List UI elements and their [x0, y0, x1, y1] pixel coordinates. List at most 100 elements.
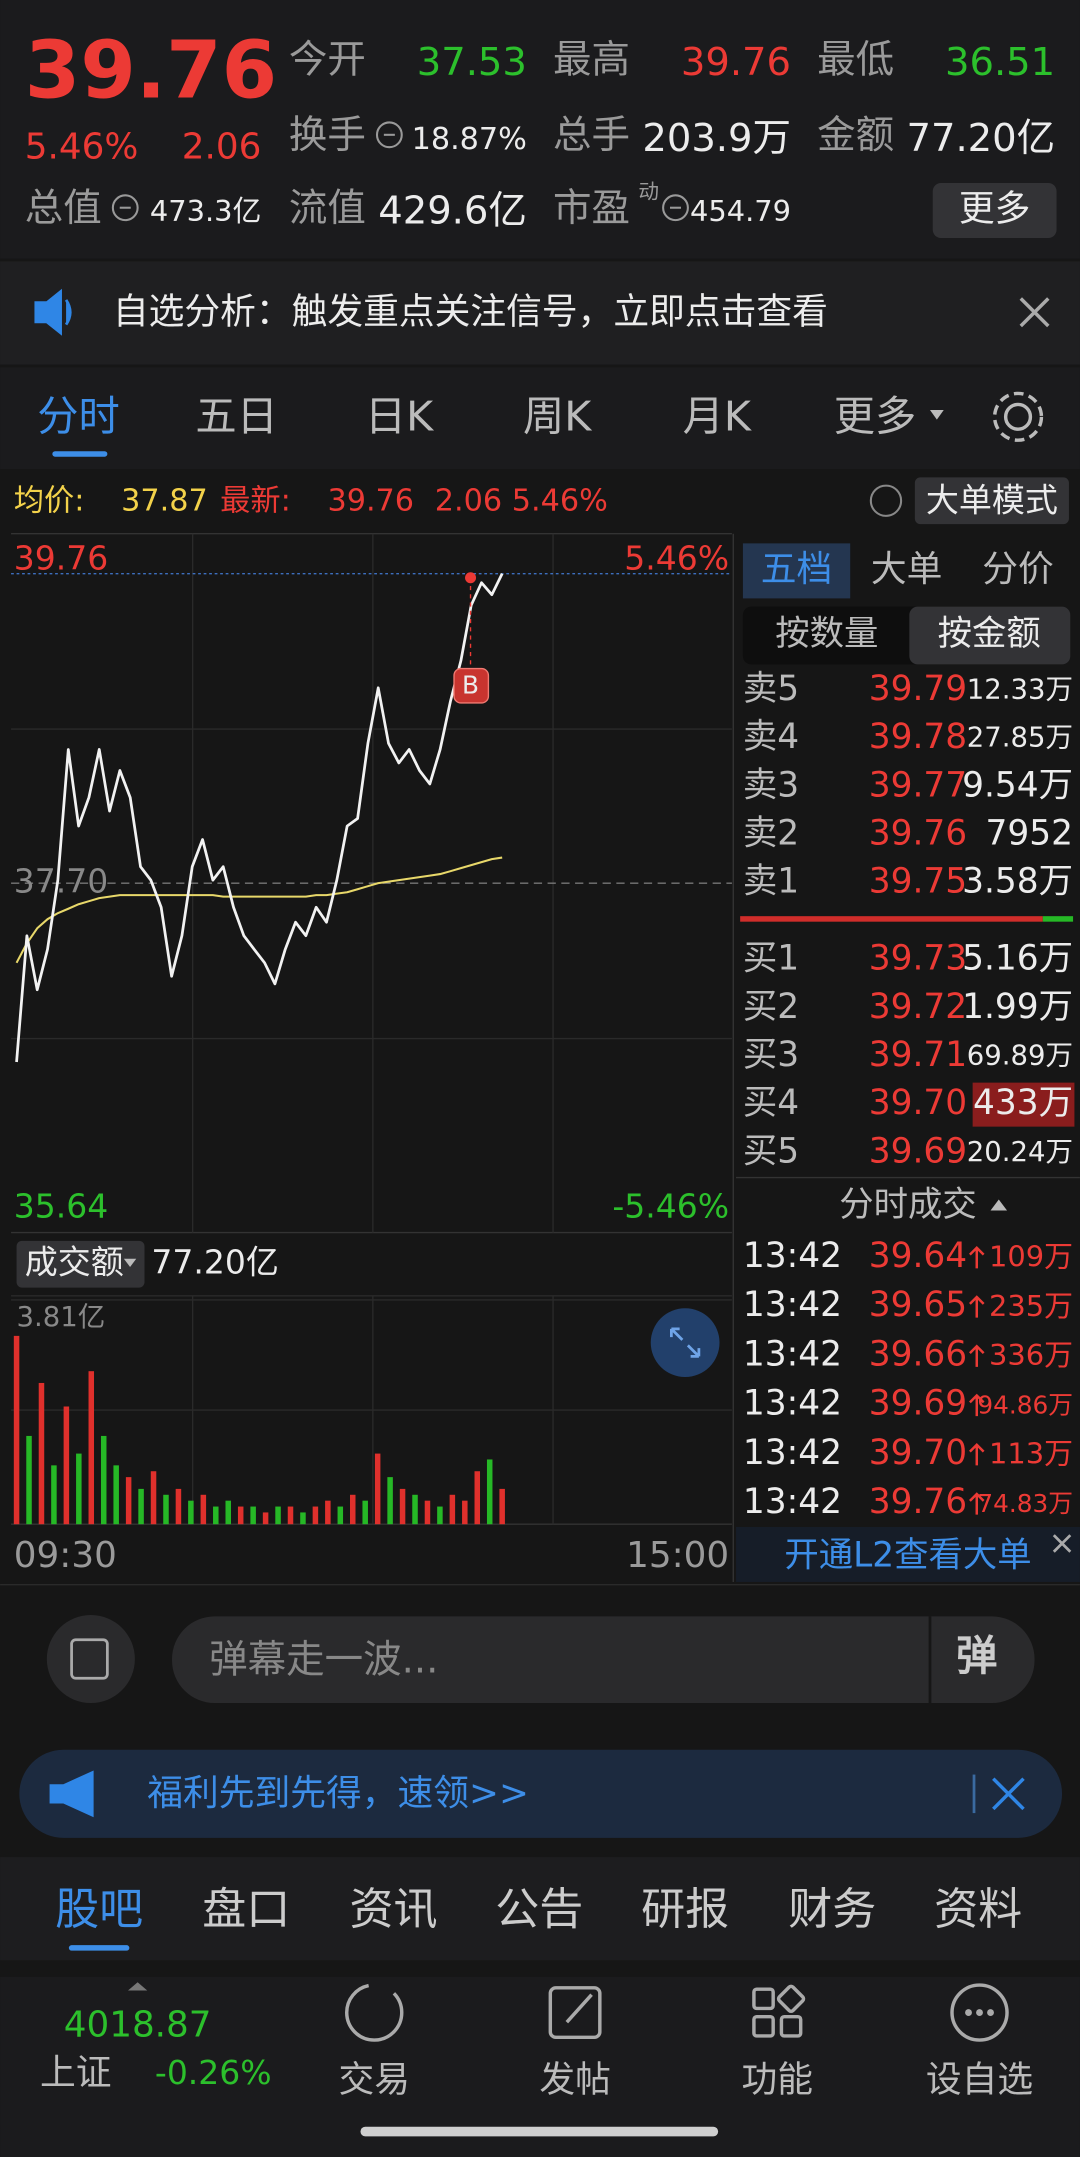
section-tab[interactable]: 股吧	[55, 1884, 143, 1935]
volume-bar	[486, 1459, 493, 1525]
volume-bar	[325, 1500, 331, 1525]
mode-option[interactable]: 按金额	[938, 614, 1041, 654]
book-amount: 1.99万	[962, 987, 1073, 1027]
trade-price: 39.76	[869, 1482, 967, 1522]
trade-price: 39.64	[869, 1236, 967, 1276]
nav-item[interactable]: 交易	[338, 2059, 410, 2100]
settings-icon[interactable]	[992, 391, 1044, 442]
promo-bg[interactable]	[19, 1749, 1063, 1838]
trade-amount: 94.86万	[977, 1390, 1073, 1419]
mode-option[interactable]: 按数量	[775, 614, 878, 654]
section-tab[interactable]: 研报	[641, 1884, 729, 1935]
book-price: 39.77	[869, 765, 967, 805]
dropdown-arrow	[123, 1258, 137, 1267]
stat-label: 总值	[25, 186, 102, 231]
x-tick-label: 09:30	[14, 1535, 117, 1576]
stat-label: 市盈	[553, 186, 630, 231]
tab-indicator	[52, 451, 108, 457]
l2-bar[interactable]	[736, 1526, 1080, 1582]
volume-bar	[399, 1488, 406, 1525]
info-icon	[662, 194, 689, 222]
tab[interactable]: 周K	[523, 393, 592, 441]
volume-bar	[38, 1382, 45, 1525]
mode-button-label: 大单模式	[926, 481, 1058, 520]
section-tab[interactable]: 资讯	[349, 1884, 437, 1935]
volume-bar	[300, 1512, 306, 1525]
volume-bar	[287, 1506, 294, 1525]
nav-item[interactable]: 设自选	[926, 2059, 1033, 2100]
volume-bar	[26, 1435, 32, 1525]
sort-arrow	[990, 1199, 1008, 1211]
section-tab[interactable]: 财务	[788, 1884, 876, 1935]
volume-bar	[275, 1506, 281, 1525]
up-arrow	[969, 1393, 985, 1417]
volume-bar	[387, 1477, 393, 1525]
book-price: 39.76	[869, 814, 967, 854]
book-label: 买4	[743, 1083, 799, 1123]
stat-label: 最低	[817, 37, 894, 82]
book-tab[interactable]: 五档	[761, 549, 833, 590]
promo-text[interactable]: 福利先到先得，速领>>	[147, 1773, 529, 1814]
quote-panel	[0, 0, 1080, 259]
help-icon[interactable]	[869, 484, 903, 517]
mode-toggle-active	[909, 606, 1071, 665]
nav-item[interactable]: 功能	[742, 2059, 814, 2100]
trade-price: 39.69	[869, 1384, 967, 1424]
more-button-label: 更多	[959, 188, 1030, 229]
danmaku-button[interactable]: 弹	[956, 1632, 997, 1680]
close-l2[interactable]	[1052, 1534, 1072, 1553]
section-tab[interactable]: 资料	[934, 1884, 1022, 1935]
l2-link[interactable]: 开通L2查看大单	[784, 1536, 1031, 1576]
volume-bar	[138, 1488, 144, 1525]
change-pct: 5.46%	[25, 127, 139, 168]
mode-button[interactable]	[914, 477, 1069, 525]
tab[interactable]: 分时	[37, 393, 120, 441]
comment-input[interactable]	[172, 1616, 1035, 1704]
trade-price: 39.70	[869, 1433, 967, 1473]
nav-item[interactable]: 发帖	[539, 2059, 611, 2100]
stat-value: 77.20亿	[906, 116, 1055, 161]
volume-bar	[337, 1506, 344, 1525]
stat-value: 203.9万	[642, 116, 791, 161]
book-amount: 3.58万	[962, 862, 1073, 902]
volume-bar	[200, 1494, 207, 1525]
trade-time: 13:42	[743, 1285, 842, 1325]
comment-icon[interactable]	[46, 1614, 135, 1704]
amount-highlight	[972, 1082, 1075, 1127]
banner-bg[interactable]	[0, 261, 1080, 365]
volume-bar	[350, 1494, 356, 1525]
section-tab[interactable]: 盘口	[202, 1884, 290, 1935]
book-tab[interactable]: 分价	[982, 549, 1054, 590]
info-icon	[375, 121, 403, 149]
trade-price: 39.66	[869, 1334, 967, 1374]
stat-label: 金额	[817, 113, 894, 158]
stat-value: 18.87%	[412, 122, 527, 157]
tab[interactable]: 五日	[195, 393, 277, 441]
book-amount: 20.24万	[967, 1136, 1073, 1168]
trade-amount: 113万	[989, 1437, 1073, 1471]
tab[interactable]: 更多	[834, 393, 916, 441]
volume-bar	[362, 1500, 368, 1525]
index-arrow	[127, 1982, 148, 1991]
book-price: 39.72	[869, 987, 967, 1027]
volume-selector[interactable]	[16, 1240, 145, 1288]
book-price: 39.75	[869, 862, 967, 902]
book-tab[interactable]: 大单	[871, 549, 943, 590]
volume-bar	[499, 1488, 505, 1525]
close-promo[interactable]	[992, 1777, 1025, 1811]
book-amount: 7952	[986, 814, 1073, 854]
buy-marker-label: B	[462, 670, 479, 699]
tab[interactable]: 月K	[683, 393, 752, 441]
avg-label: 均价:	[14, 484, 85, 519]
book-label: 卖1	[743, 862, 799, 902]
tab[interactable]: 日K	[365, 393, 434, 441]
section-tab[interactable]: 公告	[495, 1884, 583, 1935]
close-banner[interactable]	[1019, 297, 1050, 328]
more-button[interactable]	[932, 182, 1057, 238]
book-amount: 27.85万	[967, 722, 1073, 754]
y-tick-label: 39.76	[14, 538, 108, 577]
expand-button[interactable]	[650, 1308, 720, 1378]
book-price: 39.79	[869, 669, 967, 709]
trade-amount: 109万	[989, 1240, 1073, 1274]
